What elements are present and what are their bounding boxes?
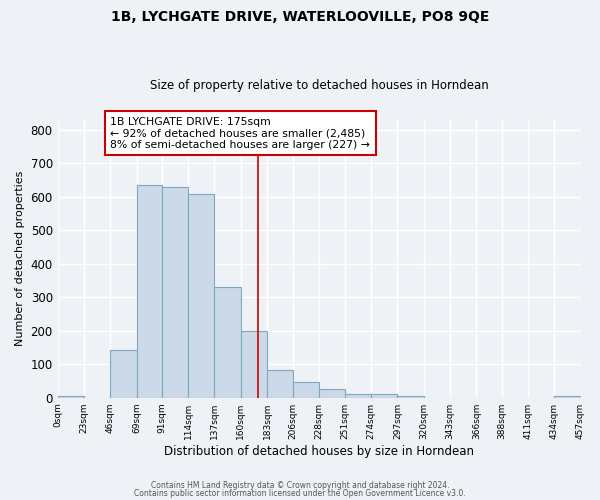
Bar	[137, 185, 162, 398]
Text: Contains public sector information licensed under the Open Government Licence v3: Contains public sector information licen…	[134, 488, 466, 498]
Bar	[188, 194, 214, 398]
Bar	[554, 396, 581, 398]
Bar	[241, 330, 267, 398]
Bar	[58, 396, 84, 398]
Bar	[267, 370, 293, 398]
Bar	[371, 394, 397, 398]
Text: 1B LYCHGATE DRIVE: 175sqm
← 92% of detached houses are smaller (2,485)
8% of sem: 1B LYCHGATE DRIVE: 175sqm ← 92% of detac…	[110, 117, 370, 150]
Text: Contains HM Land Registry data © Crown copyright and database right 2024.: Contains HM Land Registry data © Crown c…	[151, 481, 449, 490]
Bar	[319, 388, 345, 398]
Text: 1B, LYCHGATE DRIVE, WATERLOOVILLE, PO8 9QE: 1B, LYCHGATE DRIVE, WATERLOOVILLE, PO8 9…	[111, 10, 489, 24]
Bar	[214, 287, 241, 398]
Bar	[397, 396, 424, 398]
Bar	[293, 382, 319, 398]
Bar	[110, 350, 137, 398]
Bar	[162, 186, 188, 398]
Title: Size of property relative to detached houses in Horndean: Size of property relative to detached ho…	[150, 79, 488, 92]
X-axis label: Distribution of detached houses by size in Horndean: Distribution of detached houses by size …	[164, 444, 474, 458]
Bar	[345, 394, 371, 398]
Y-axis label: Number of detached properties: Number of detached properties	[15, 171, 25, 346]
